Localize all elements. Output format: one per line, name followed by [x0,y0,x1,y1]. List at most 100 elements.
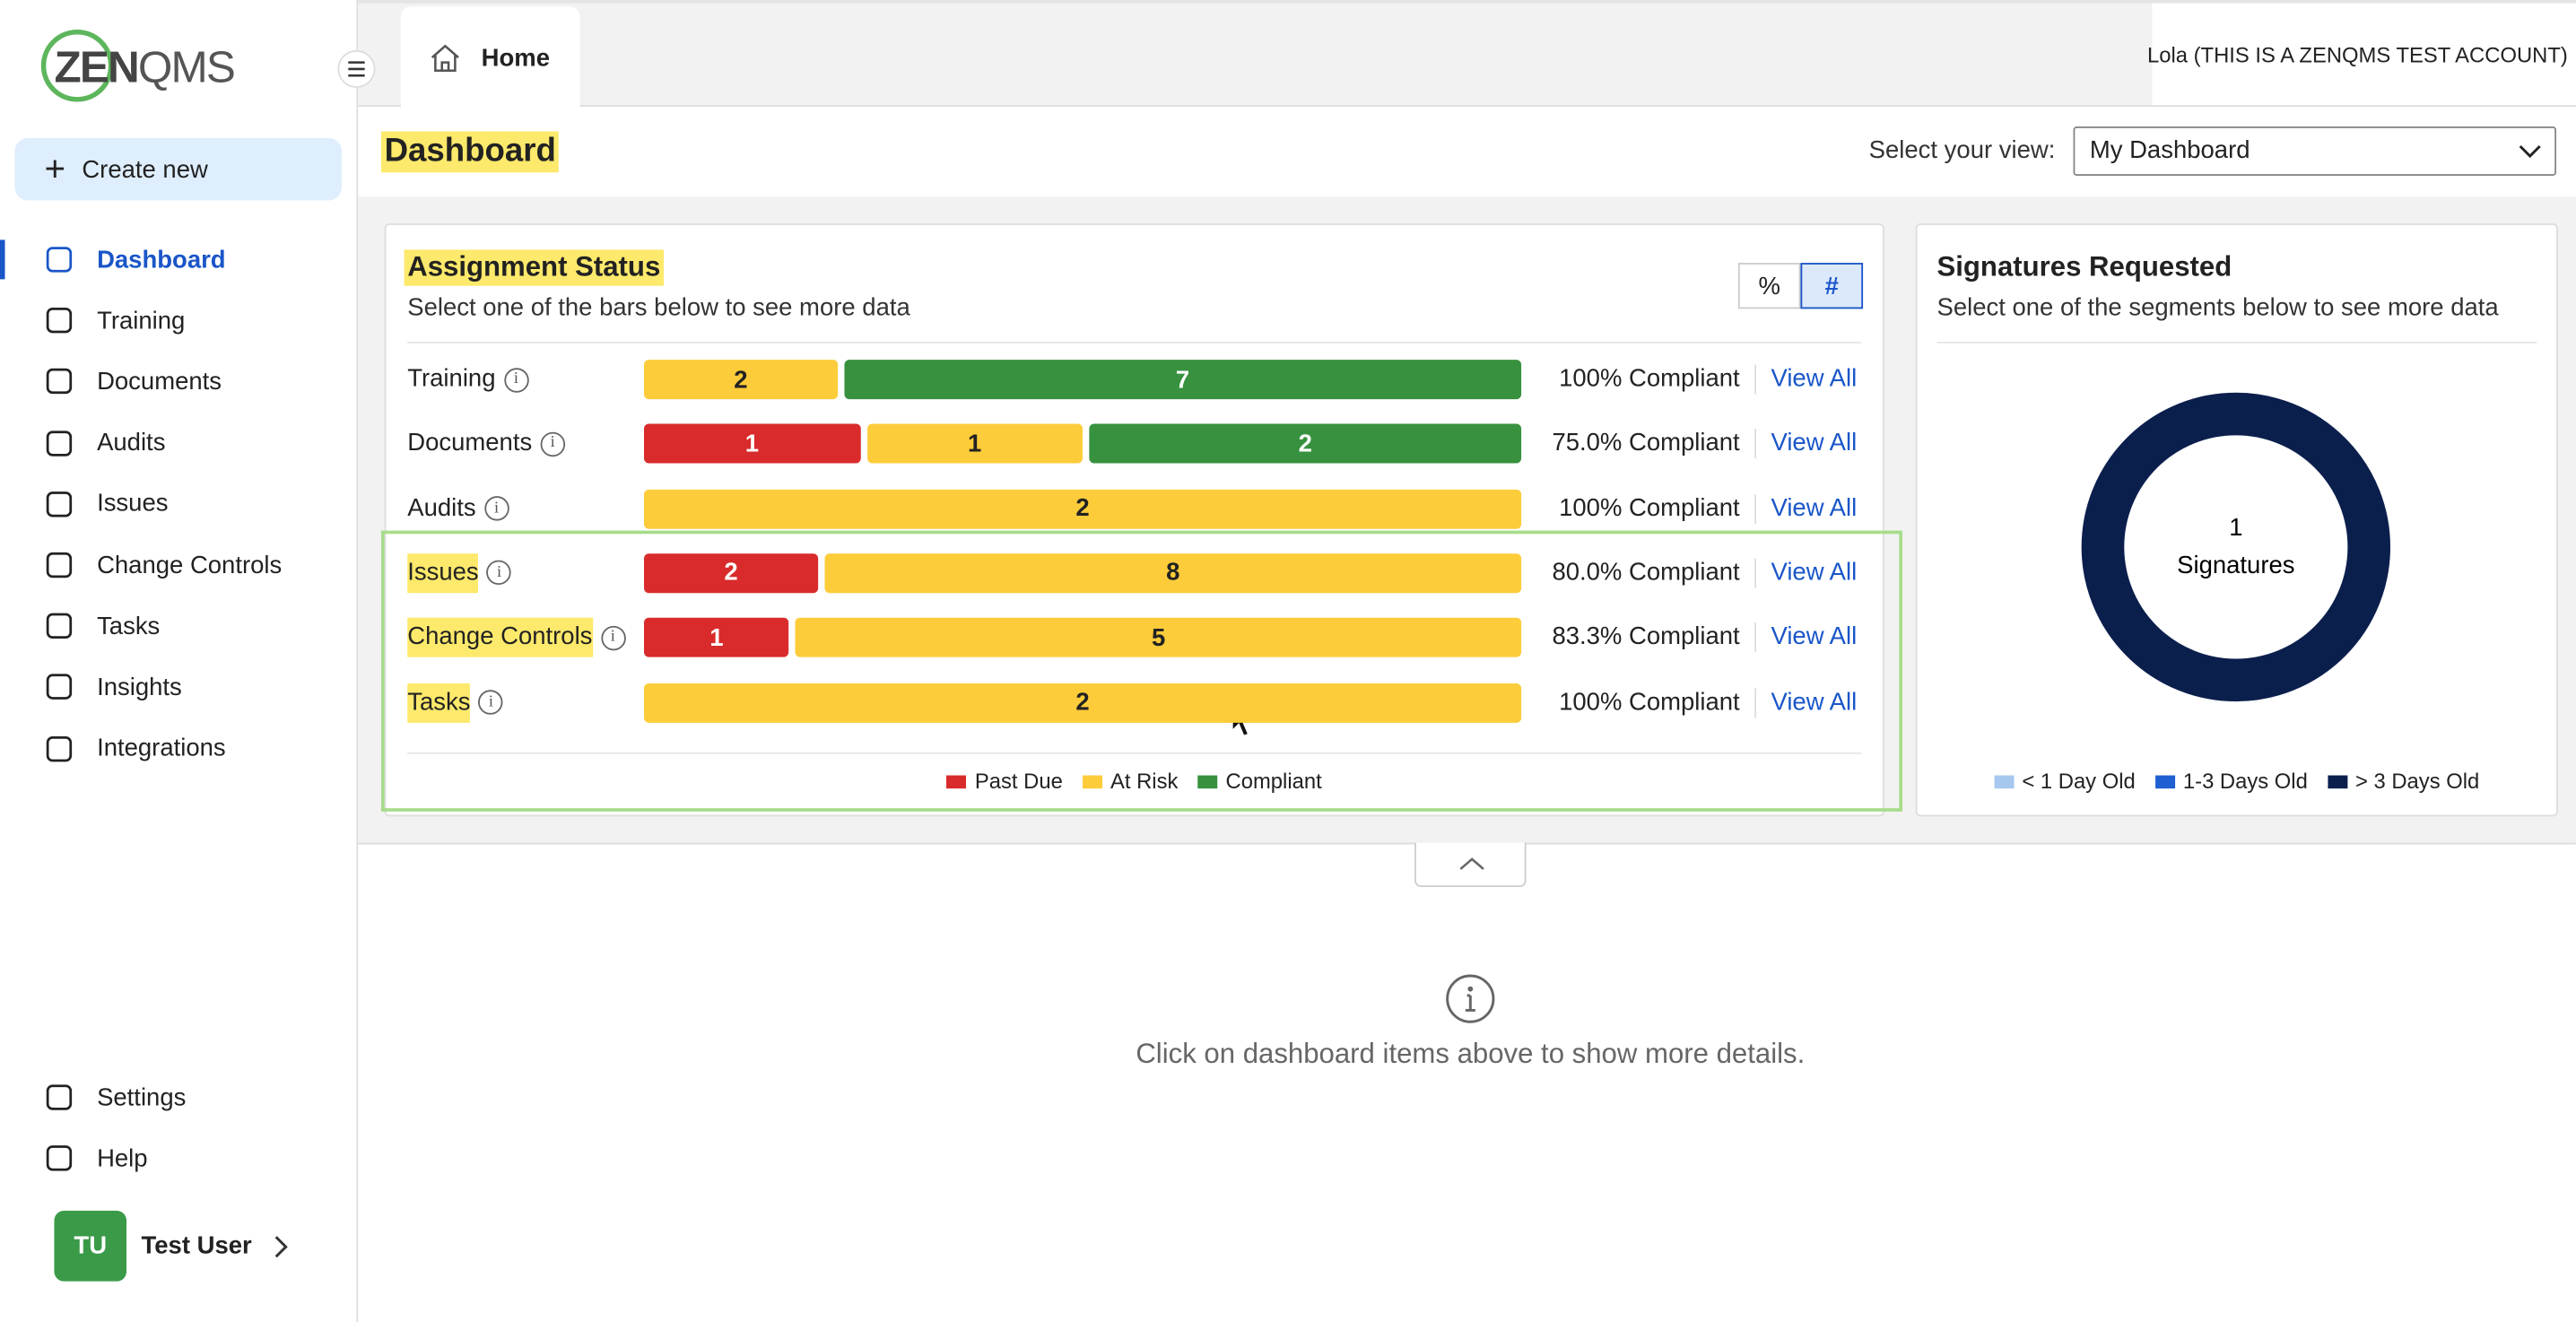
nav-label: Tasks [97,612,161,640]
nav-label: Insights [97,673,182,701]
bar-segment[interactable]: 2 [643,489,1522,529]
nav-label: Settings [97,1083,187,1112]
toggle-button[interactable]: % [1737,263,1801,309]
legend-item[interactable]: > 3 Days Old [2327,769,2479,794]
donut-count: 1 [2229,513,2242,541]
legend-swatch [1197,774,1218,788]
create-new-button[interactable]: + Create new [14,137,342,201]
legend-swatch [2327,774,2347,788]
legend-item[interactable]: 1-3 Days Old [2154,769,2308,794]
dropdown-arrow [2519,144,2541,159]
view-all-link[interactable]: View All [1771,493,1858,522]
donut-label: Signatures [2177,551,2294,578]
divider [1754,364,1757,395]
row-label: Audits i [407,489,509,528]
bar-segment[interactable]: 2 [643,360,838,400]
collapse-sidebar-button[interactable] [336,49,376,89]
plus-icon: + [44,147,66,189]
nav-item[interactable]: Documents [0,357,355,406]
user-avatar[interactable]: TU [54,1210,127,1282]
compliance: 100% Compliant [1559,364,1740,393]
view-all-link[interactable]: View All [1771,558,1858,587]
nav-label: Training [97,306,186,335]
nav-item[interactable]: Training [0,296,355,345]
legend-swatch [1994,774,2015,788]
bar-value: 1 [709,623,724,652]
nav-item[interactable]: Settings [0,1073,355,1122]
bar-segment[interactable]: 1 [866,424,1083,465]
bar-value: 1 [967,430,982,458]
legend-item[interactable]: Past Due [946,769,1063,794]
nav-item[interactable]: Change Controls [0,541,355,590]
bar-value: 2 [1298,430,1312,458]
bar-segment[interactable]: 2 [1089,424,1522,465]
info-icon: i [478,690,504,715]
divider [1754,558,1757,588]
nav-item[interactable]: Issues [0,479,355,528]
compliance: 100% Compliant [1559,687,1740,716]
legend-swatch [946,774,967,788]
compliance: 83.3% Compliant [1552,622,1740,651]
info-icon: i [503,367,529,392]
view-dropdown[interactable]: My Dashboard [2073,126,2557,176]
toggle-button[interactable]: # [1800,263,1864,309]
legend-swatch [2154,774,2175,788]
assignment-legend: Past Due At Risk Compliant [385,769,1884,794]
info-icon: i [540,431,565,457]
view-all-link[interactable]: View All [1771,364,1858,393]
bar-segment[interactable]: 5 [796,618,1522,657]
info-icon: i [483,496,509,521]
create-new-label: Create new [82,155,208,184]
nav-item[interactable]: Integrations [0,724,355,773]
legend-item[interactable]: At Risk [1082,769,1178,794]
nav-icon [46,735,73,761]
legend-label: < 1 Day Old [2022,769,2136,794]
chevron-right[interactable] [271,1234,291,1260]
bar-segment[interactable]: 2 [643,683,1522,723]
details-message: Click on dashboard items above to show m… [1136,1038,1806,1070]
nav-label: Help [97,1144,148,1172]
user-name[interactable]: Test User [141,1231,252,1260]
signatures-subtitle: Select one of the segments below to see … [1936,293,2499,322]
nav-label: Issues [97,490,169,518]
home-icon [431,44,459,73]
collapse-details-button[interactable] [1414,842,1527,888]
info-icon: i [600,625,626,650]
nav-icon [46,308,73,334]
nav-item[interactable]: Help [0,1134,355,1183]
nav-icon [46,674,73,700]
legend-swatch [1082,774,1102,788]
row-label: Documents i [407,424,565,464]
view-all-link[interactable]: View All [1771,687,1858,716]
separator [407,341,1862,344]
logo[interactable]: ZENQMS [40,29,236,105]
bar-segment[interactable]: 2 [643,553,819,594]
bar-segment[interactable]: 8 [824,553,1522,594]
nav-item[interactable]: Audits [0,418,355,467]
compliance: 100% Compliant [1559,493,1740,522]
view-all-link[interactable]: View All [1771,622,1858,651]
nav-item[interactable]: Dashboard [0,235,355,284]
legend-item[interactable]: < 1 Day Old [1994,769,2136,794]
row-label-text: Issues [407,553,479,594]
view-all-link[interactable]: View All [1771,429,1858,457]
row-label-text: Documents [407,429,533,457]
nav-icon [46,247,73,273]
nav-item[interactable]: Insights [0,663,355,712]
donut-segment[interactable] [2081,392,2391,702]
compliance: 80.0% Compliant [1552,558,1740,587]
nav-item[interactable]: Tasks [0,602,355,651]
legend-item[interactable]: Compliant [1197,769,1322,794]
row-label: Training i [407,360,529,399]
nav-label: Audits [97,429,166,457]
signatures-card [1915,223,2558,817]
bar-value: 2 [1075,494,1090,523]
bar-segment[interactable]: 7 [844,360,1522,400]
legend-label: Compliant [1225,769,1322,794]
bar-segment[interactable]: 1 [643,424,860,465]
nav-label: Documents [97,368,222,396]
home-tab[interactable]: Home [400,6,580,109]
bar-segment[interactable]: 1 [643,618,789,657]
